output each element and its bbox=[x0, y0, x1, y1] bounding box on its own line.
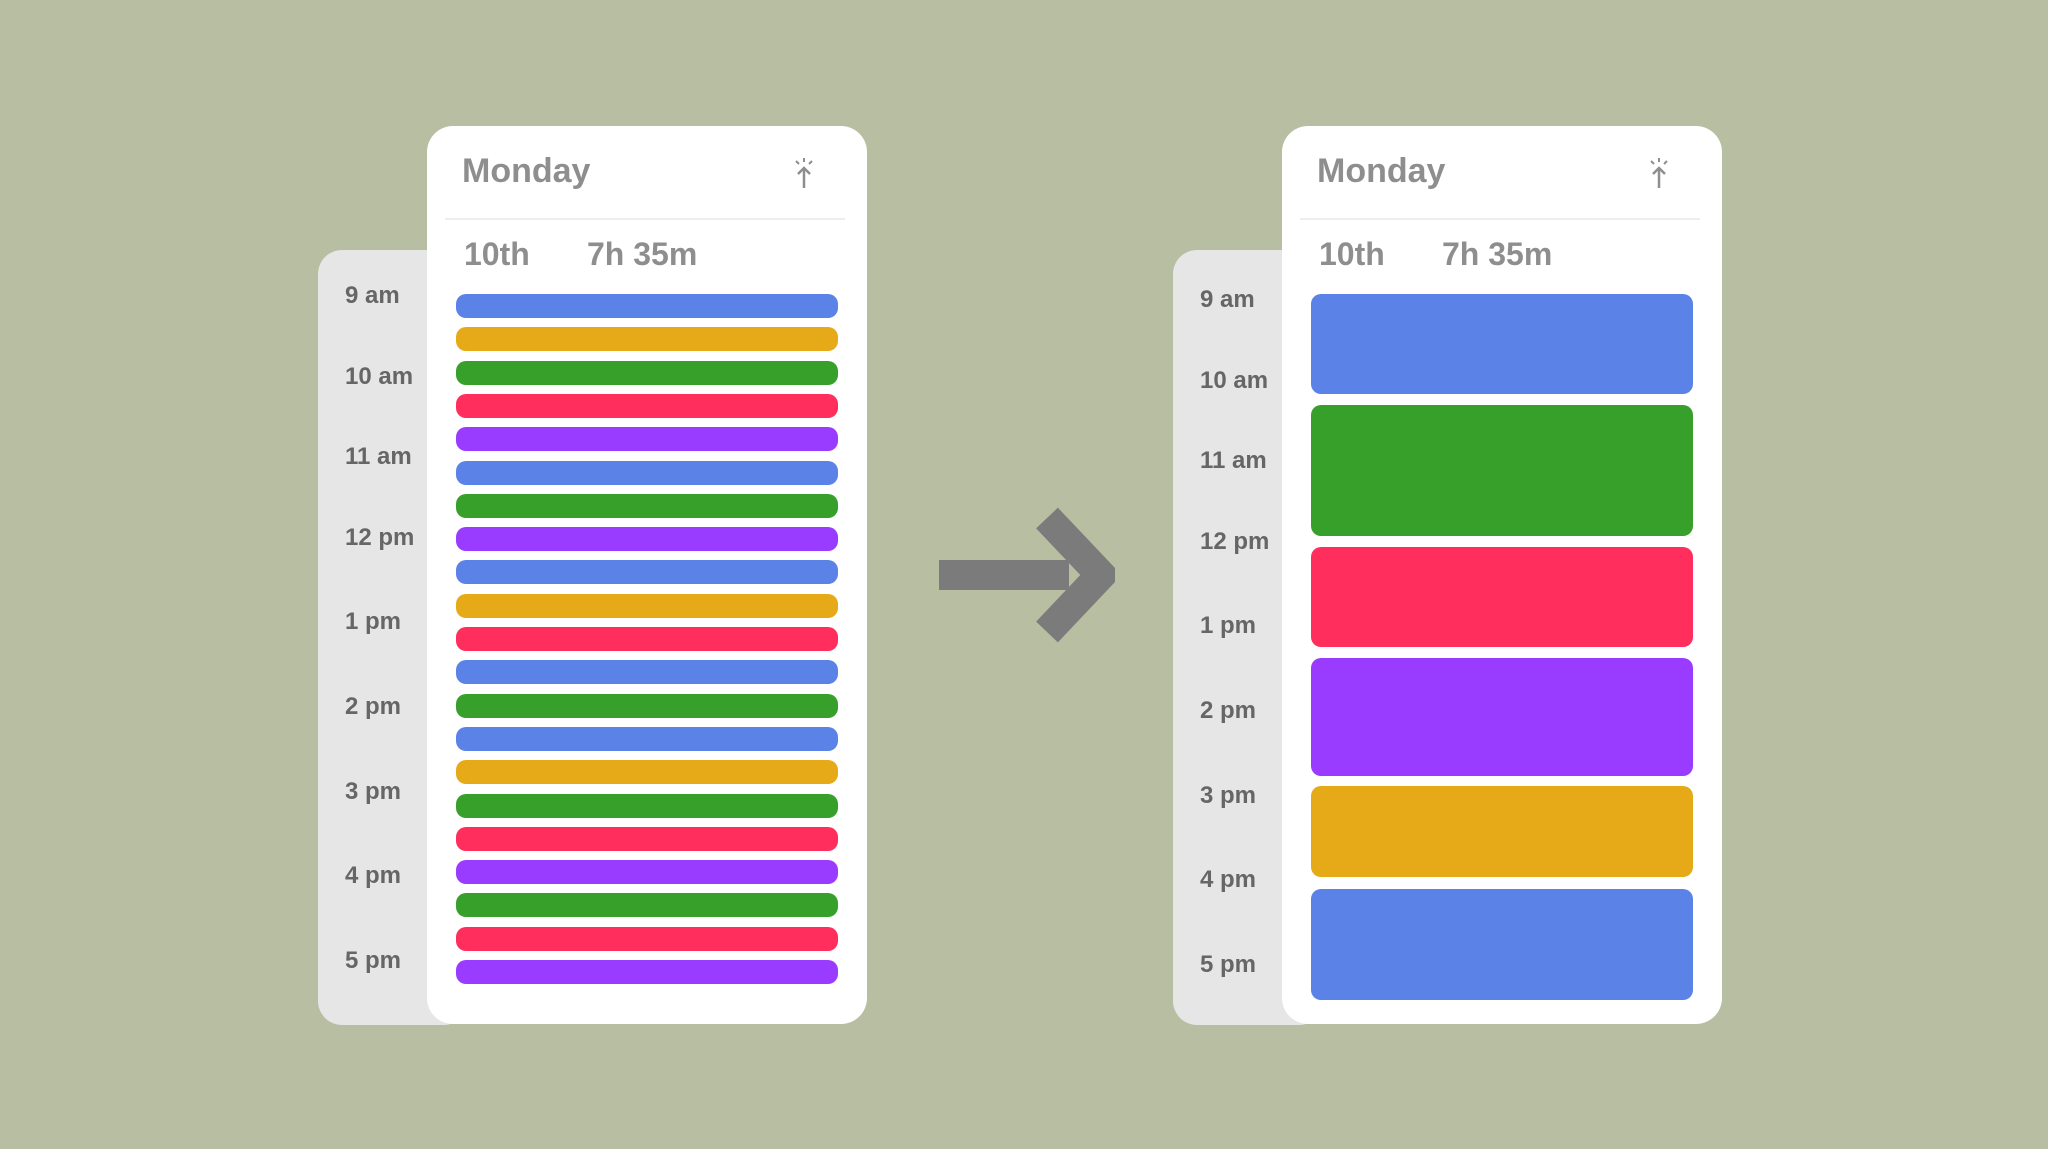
day-card: Monday 10th 7h 35m bbox=[1282, 126, 1722, 1024]
duration-label: 7h 35m bbox=[1442, 236, 1553, 272]
time-label: 2 pm bbox=[1200, 697, 1257, 724]
event-block-blue[interactable] bbox=[1311, 294, 1693, 394]
time-label: 9 am bbox=[345, 282, 400, 309]
event-block-red[interactable] bbox=[456, 826, 838, 851]
time-label: 4 pm bbox=[345, 862, 402, 889]
event-block-yellow[interactable] bbox=[456, 760, 838, 785]
date-label: 10th bbox=[464, 236, 530, 272]
event-block-purple[interactable] bbox=[456, 427, 838, 452]
event-block-green[interactable] bbox=[456, 493, 838, 518]
time-label: 1 pm bbox=[1200, 612, 1257, 639]
event-block-yellow[interactable] bbox=[1311, 786, 1693, 877]
arrow-right-icon bbox=[939, 507, 1115, 643]
pin-icon[interactable] bbox=[1646, 156, 1672, 190]
time-label: 12 pm bbox=[345, 524, 415, 551]
time-label: 5 pm bbox=[345, 947, 402, 974]
time-label: 10 am bbox=[1200, 367, 1269, 394]
event-block-blue[interactable] bbox=[1311, 889, 1693, 1000]
event-block-blue[interactable] bbox=[456, 460, 838, 485]
divider bbox=[1300, 218, 1700, 220]
time-label: 11 am bbox=[345, 443, 412, 470]
divider bbox=[445, 218, 845, 220]
event-block-blue[interactable] bbox=[456, 726, 838, 751]
event-block-red[interactable] bbox=[456, 627, 838, 651]
event-block-yellow[interactable] bbox=[456, 327, 838, 352]
event-block-purple[interactable] bbox=[456, 860, 838, 885]
day-card: Monday 10th 7h 35m bbox=[427, 126, 867, 1024]
date-label: 10th bbox=[1319, 236, 1385, 272]
event-block-green[interactable] bbox=[456, 893, 838, 918]
time-label: 12 pm bbox=[1200, 528, 1270, 555]
event-block-green[interactable] bbox=[456, 793, 838, 818]
event-block-purple[interactable] bbox=[456, 960, 838, 984]
event-block-red[interactable] bbox=[1311, 547, 1693, 647]
event-block-yellow[interactable] bbox=[456, 593, 838, 618]
event-block-purple[interactable] bbox=[456, 527, 838, 552]
event-block-green[interactable] bbox=[456, 360, 838, 385]
time-label: 2 pm bbox=[345, 693, 402, 720]
event-block-purple[interactable] bbox=[1311, 658, 1693, 776]
time-label: 3 pm bbox=[345, 778, 402, 805]
time-label: 4 pm bbox=[1200, 866, 1257, 893]
event-block-red[interactable] bbox=[456, 393, 838, 418]
event-block-green[interactable] bbox=[1311, 405, 1693, 536]
time-label: 5 pm bbox=[1200, 951, 1257, 978]
event-block-blue[interactable] bbox=[456, 560, 838, 585]
time-label: 9 am bbox=[1200, 286, 1255, 313]
event-block-red[interactable] bbox=[456, 926, 838, 951]
duration-label: 7h 35m bbox=[587, 236, 698, 272]
day-title: Monday bbox=[462, 152, 591, 190]
event-block-blue[interactable] bbox=[456, 294, 838, 318]
day-title: Monday bbox=[1317, 152, 1446, 190]
time-label: 11 am bbox=[1200, 447, 1267, 474]
time-label: 10 am bbox=[345, 363, 414, 390]
time-label: 1 pm bbox=[345, 608, 402, 635]
time-label: 3 pm bbox=[1200, 782, 1257, 809]
event-block-green[interactable] bbox=[456, 693, 838, 718]
pin-icon[interactable] bbox=[791, 156, 817, 190]
event-block-blue[interactable] bbox=[456, 660, 838, 685]
